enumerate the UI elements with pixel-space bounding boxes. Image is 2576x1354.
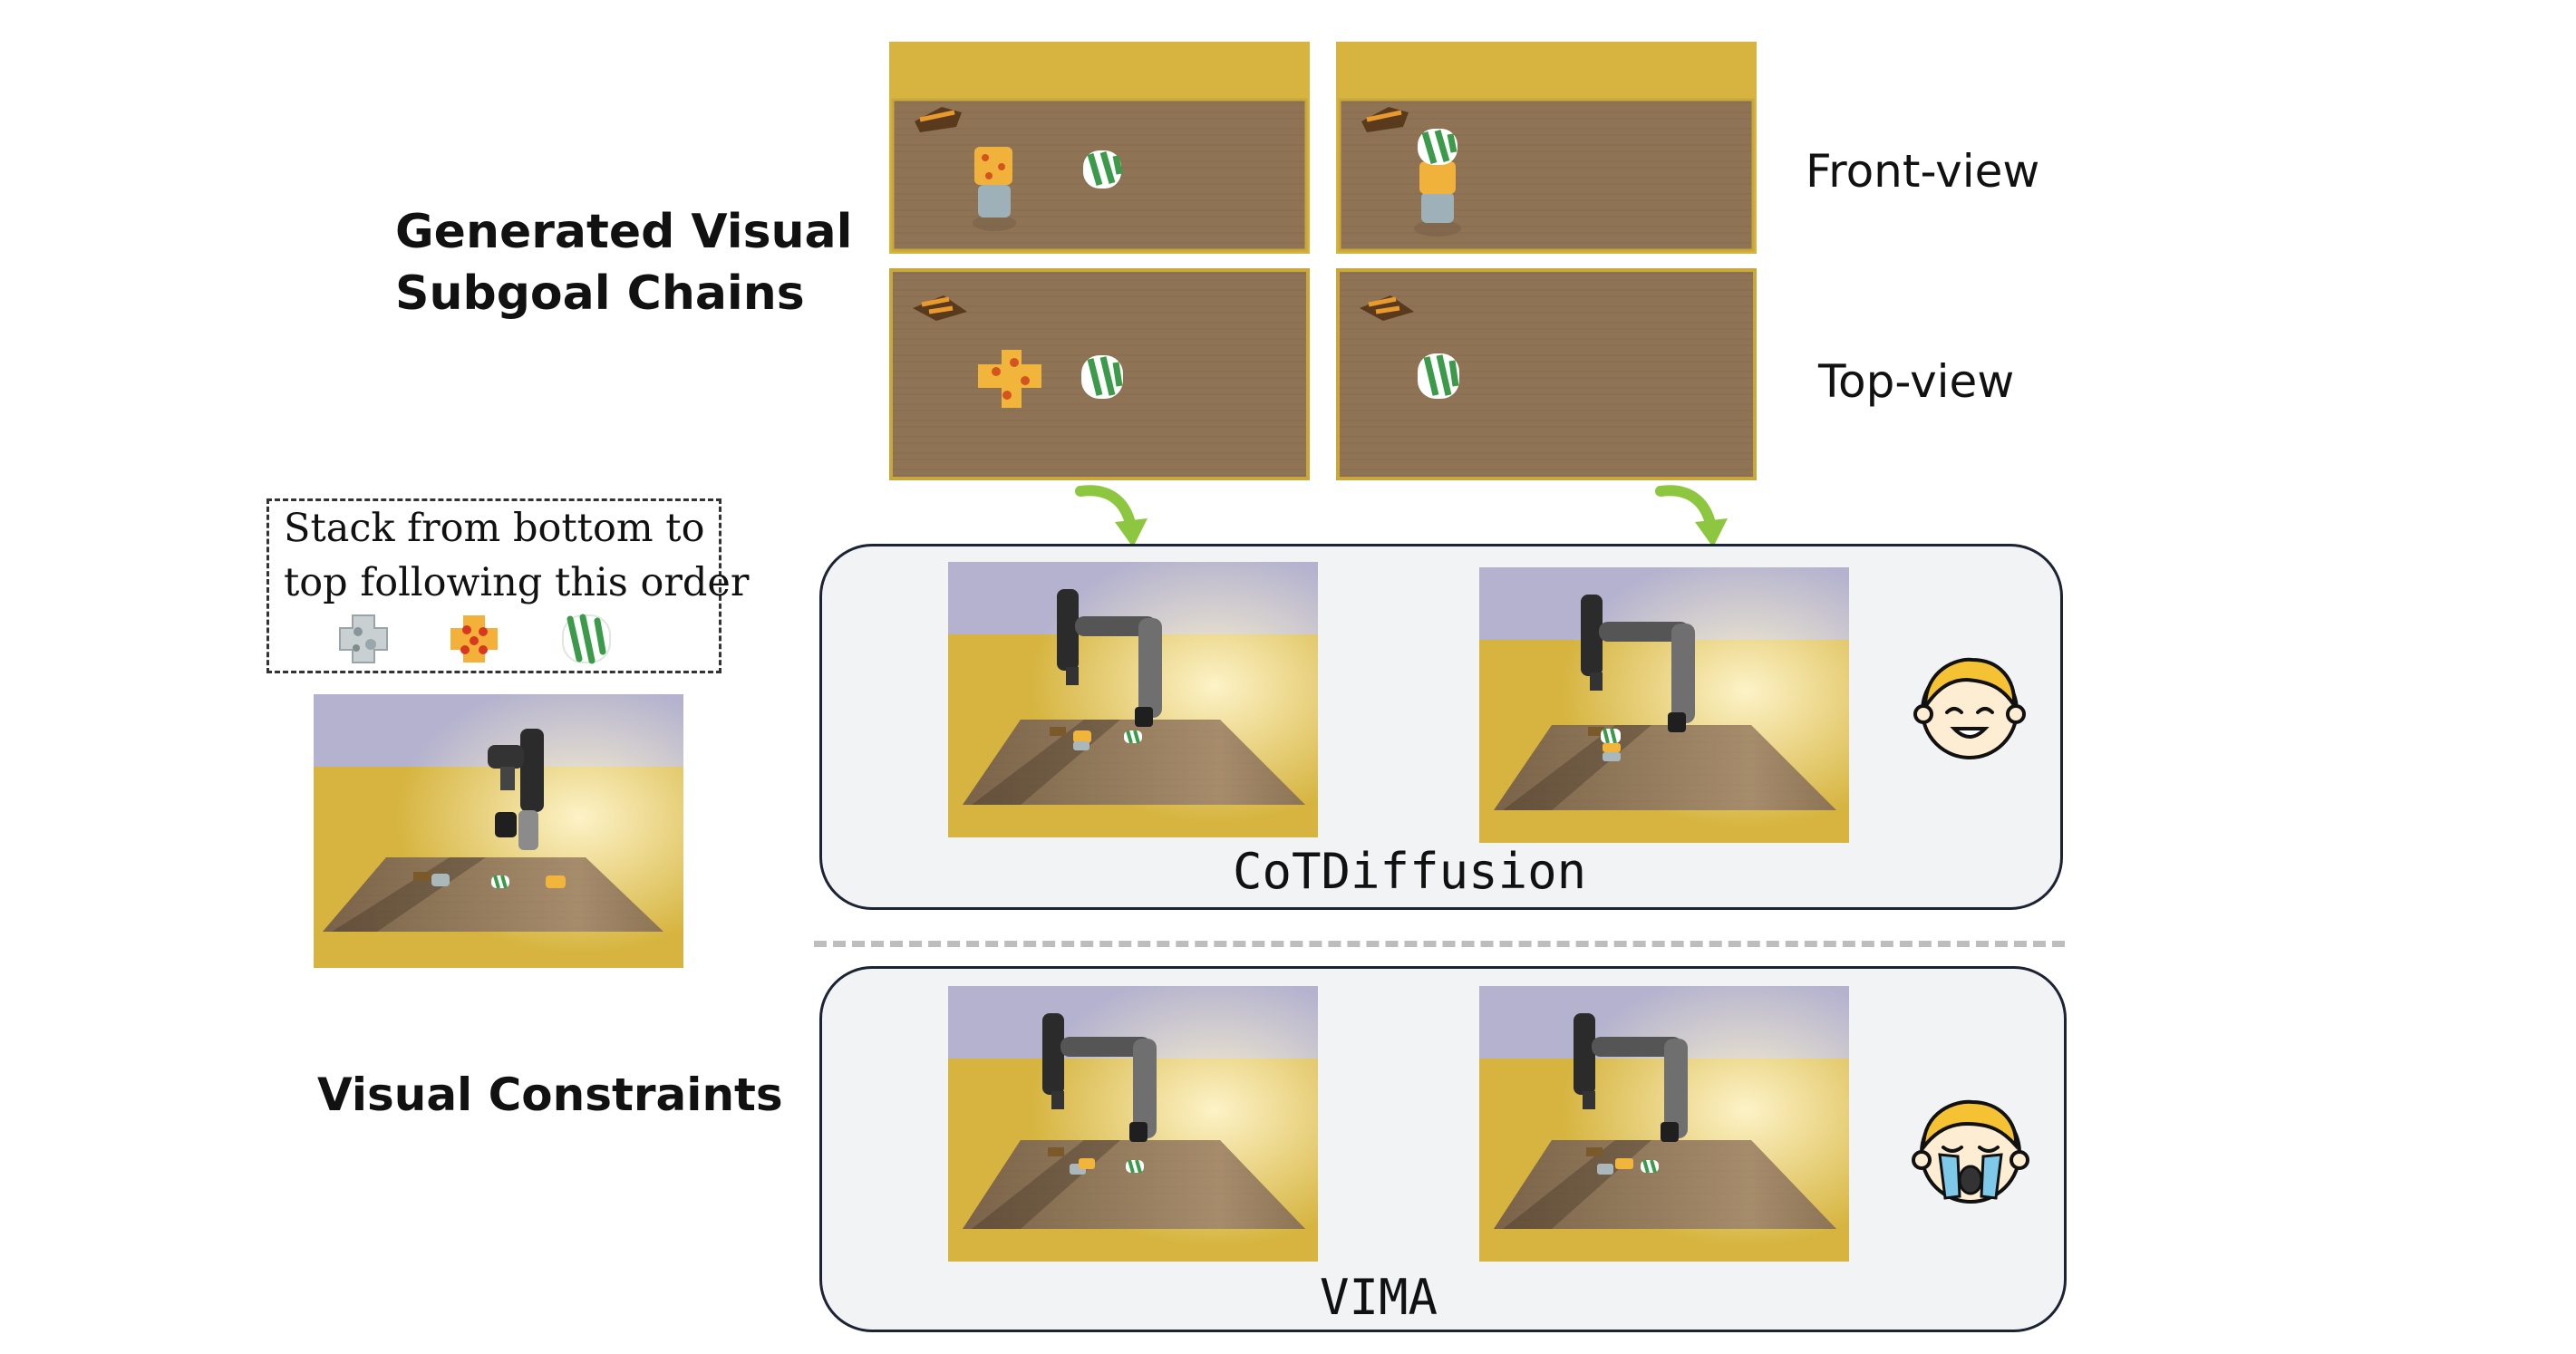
vima-scene-1-image [948,986,1318,1262]
gray-cross-block-icon [336,612,391,666]
visual-constraints-scene-image [314,694,683,968]
instruction-line2: top following this order [284,560,750,605]
cotdiffusion-label: CoTDiffusion [1233,843,1587,900]
generated-chains-title-line2: Subgoal Chains [395,266,805,321]
vima-label: VIMA [1320,1269,1438,1326]
instruction-line1: Stack from bottom to [284,506,705,551]
generated-chains-title-line1: Generated Visual [395,205,853,259]
top-view-subgoal-1-image [889,268,1310,480]
cotdiffusion-scene-1-image [948,562,1318,837]
top-view-label: Top-view [1818,355,2015,408]
crying-face-icon [1907,1091,2034,1211]
instruction-box: Stack from bottom to top following this … [266,498,749,673]
red-dotted-orange-block-icon [447,612,501,666]
happy-face-icon [1913,649,2027,763]
generated-chains-title: Generated Visual Subgoal Chains [395,201,852,324]
front-view-label: Front-view [1806,145,2040,198]
green-striped-block-icon [559,612,614,666]
visual-constraints-label: Visual Constraints [317,1069,783,1121]
curved-green-arrow-icon [1650,482,1731,555]
vima-scene-2-image [1479,986,1849,1262]
separator-line [814,941,2065,954]
top-view-subgoal-2-image [1336,268,1757,480]
front-view-subgoal-1-image [889,42,1310,254]
curved-green-arrow-icon [1070,482,1151,555]
front-view-subgoal-2-image [1336,42,1757,254]
cotdiffusion-scene-2-image [1479,567,1849,843]
